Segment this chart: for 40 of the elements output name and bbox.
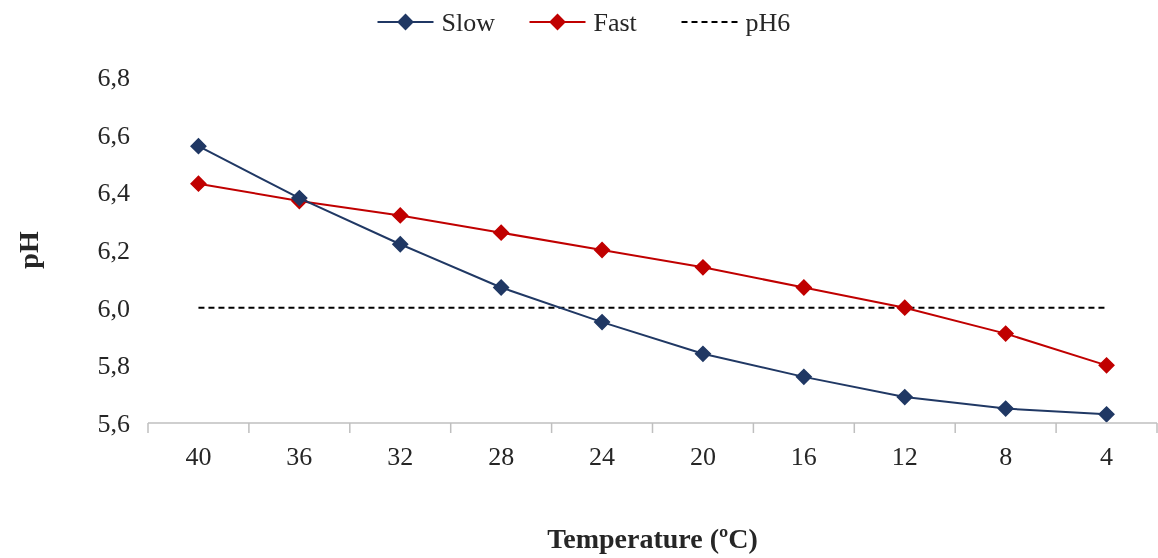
x-tick-label: 24 (589, 442, 616, 471)
y-axis-title: pH (13, 231, 44, 269)
point (392, 207, 409, 224)
x-tick-label: 28 (488, 442, 515, 471)
legend-label: pH6 (745, 8, 791, 38)
y-tick-label: 6,2 (97, 236, 130, 266)
y-tick-label: 6,4 (97, 178, 130, 208)
y-tick-label: 6,0 (97, 293, 130, 323)
point (1098, 406, 1115, 423)
point (190, 175, 207, 192)
point (1098, 357, 1115, 374)
x-tick-label: 16 (790, 442, 817, 471)
point (896, 388, 913, 406)
x-tick-label: 8 (999, 442, 1013, 471)
point (896, 299, 913, 316)
x-tick-label: 40 (185, 442, 212, 471)
point (593, 241, 611, 259)
point (997, 400, 1014, 417)
point (392, 236, 409, 253)
point (795, 368, 812, 385)
x-axis-title: Temperature (ºC) (547, 523, 758, 554)
point (493, 224, 510, 241)
point (190, 138, 207, 155)
point (694, 259, 712, 276)
point (493, 279, 510, 296)
y-tick-label: 6,6 (97, 120, 130, 150)
legend-label: Fast (593, 8, 638, 38)
point (593, 313, 611, 331)
point (694, 345, 712, 362)
y-tick-label: 5,6 (97, 409, 130, 439)
x-tick-label: 12 (891, 442, 918, 471)
point (795, 279, 812, 296)
y-tick-label: 6,8 (97, 63, 130, 93)
x-tick-label: 36 (286, 442, 313, 471)
x-tick-label: 4 (1100, 442, 1114, 471)
x-tick-label: 20 (689, 442, 716, 471)
point (997, 325, 1014, 342)
y-tick-label: 5,8 (97, 351, 130, 381)
x-tick-label: 32 (387, 442, 414, 471)
legend-label: Slow (441, 8, 496, 38)
